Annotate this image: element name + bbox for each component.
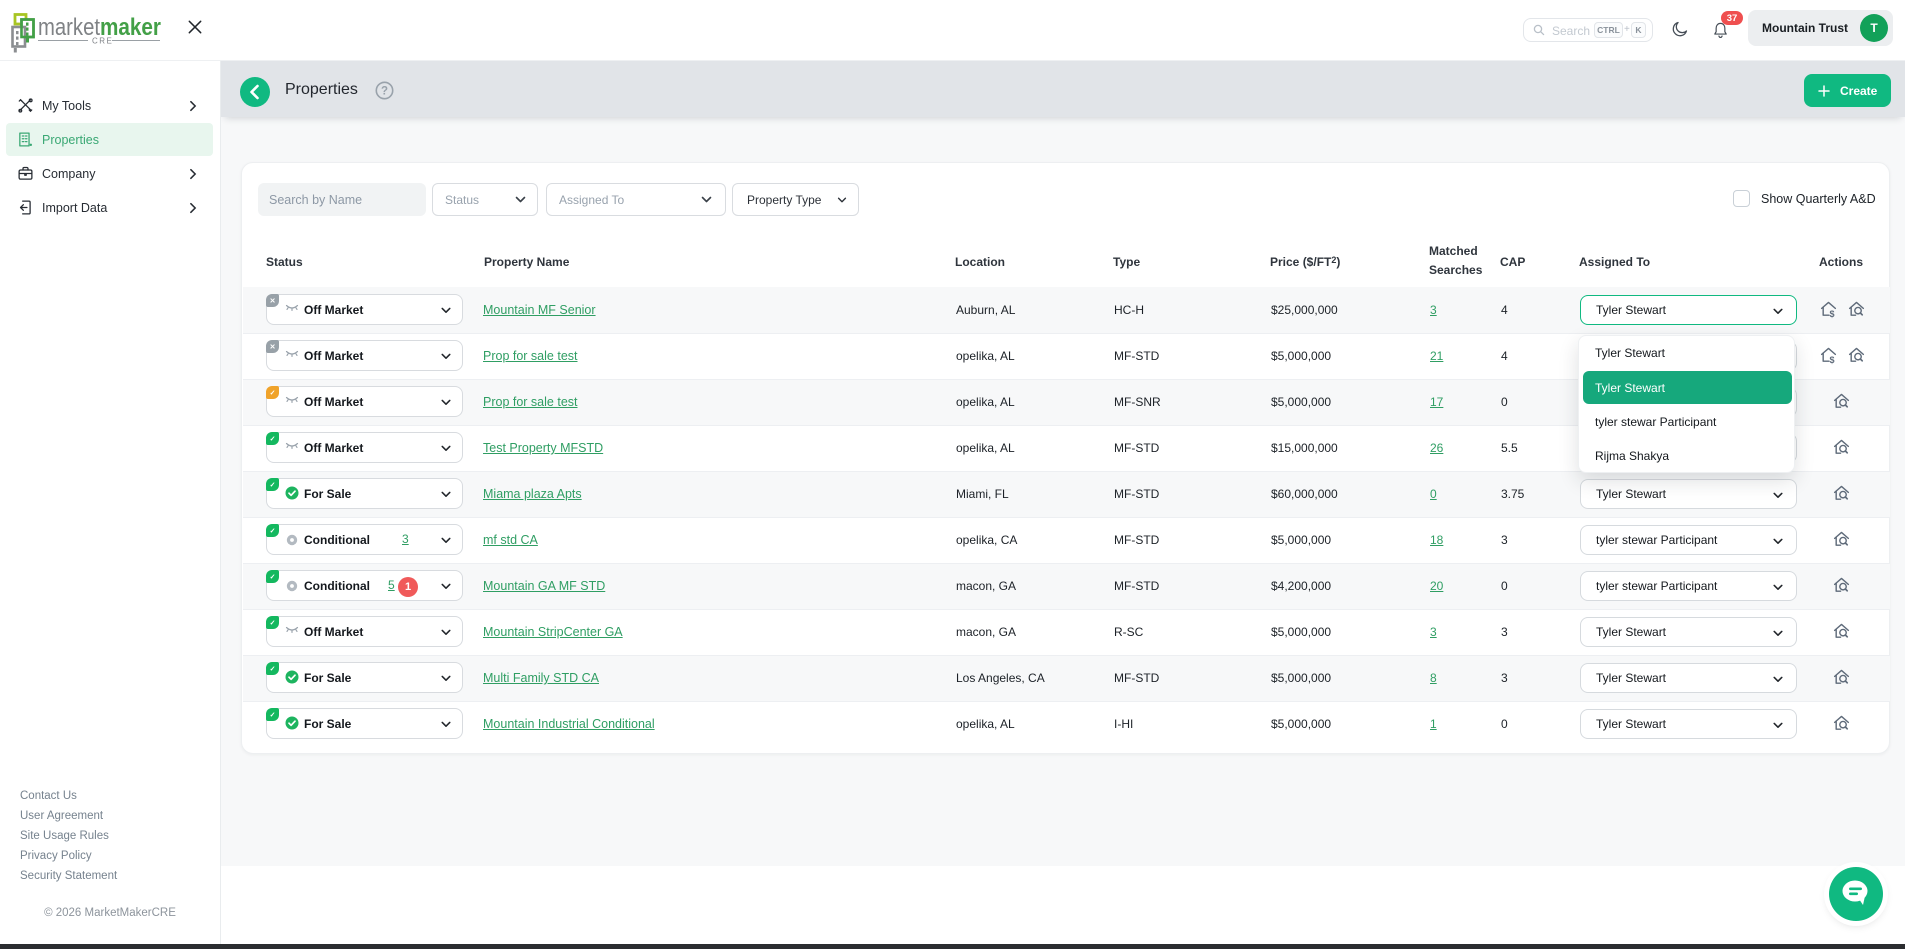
svg-text:CRE: CRE xyxy=(92,37,113,46)
svg-text:?: ? xyxy=(381,86,388,98)
svg-text:maker: maker xyxy=(100,14,161,41)
svg-text:$: $ xyxy=(1829,309,1834,319)
svg-text:$: $ xyxy=(1829,355,1834,365)
svg-text:market: market xyxy=(38,14,100,41)
